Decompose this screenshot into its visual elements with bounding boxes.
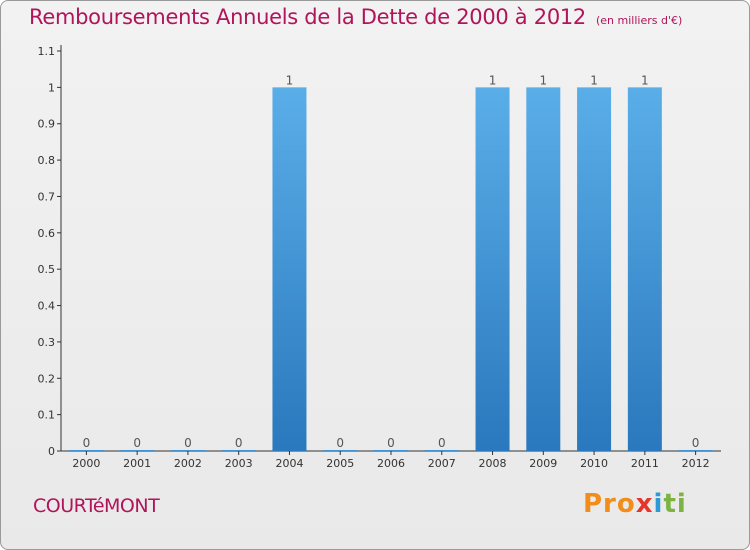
y-tick-label: 0.9 (38, 118, 56, 131)
chart-subtitle: (en milliers d'€) (596, 14, 683, 27)
x-tick-label: 2006 (377, 457, 405, 470)
y-tick-label: 0.2 (38, 372, 56, 385)
data-label-2009: 1 (539, 73, 547, 87)
y-tick-label: 1 (48, 81, 55, 94)
y-tick-label: 0.4 (38, 300, 56, 313)
x-tick-label: 2011 (631, 457, 659, 470)
x-tick-label: 2009 (529, 457, 557, 470)
data-label-2010: 1 (590, 73, 598, 87)
chart-title: Remboursements Annuels de la Dette de 20… (29, 5, 586, 29)
bar-2009 (526, 87, 561, 451)
y-tick-label: 0.3 (38, 336, 56, 349)
data-label-2012: 0 (692, 436, 700, 450)
x-tick-label: 2008 (479, 457, 507, 470)
data-label-2007: 0 (438, 436, 446, 450)
y-tick-label: 0.7 (38, 190, 56, 203)
data-label-2004: 1 (286, 73, 294, 87)
y-tick-label: 0.1 (38, 409, 56, 422)
bar-2003 (221, 450, 256, 451)
data-label-2000: 0 (83, 436, 91, 450)
bar-2007 (424, 450, 459, 451)
bar-2010 (577, 87, 612, 451)
data-label-2008: 1 (489, 73, 497, 87)
data-label-2003: 0 (235, 436, 243, 450)
x-tick-label: 2001 (123, 457, 151, 470)
data-label-2011: 1 (641, 73, 649, 87)
data-label-2002: 0 (184, 436, 192, 450)
y-tick-label: 0 (48, 445, 55, 458)
y-tick-label: 1.1 (38, 45, 56, 58)
bar-2004 (272, 87, 307, 451)
bar-2011 (627, 87, 662, 451)
bar-2008 (475, 87, 510, 451)
x-tick-label: 2005 (326, 457, 354, 470)
data-label-2001: 0 (133, 436, 141, 450)
x-tick-label: 2012 (682, 457, 710, 470)
bar-chart: 0 0.1 0.2 0.3 0.4 0.5 0.6 0.7 0.8 0.9 1 1.1 2000 0 20… (38, 45, 721, 470)
bar-2005 (323, 450, 358, 451)
bar-2002 (170, 450, 205, 451)
bar-2012 (678, 450, 713, 451)
x-tick-label: 2004 (275, 457, 303, 470)
y-tick-label: 0.5 (38, 263, 56, 276)
logo-part-2: x (635, 489, 654, 519)
bar-2001 (120, 450, 155, 451)
x-tick-label: 2000 (72, 457, 100, 470)
x-tick-label: 2007 (428, 457, 456, 470)
x-tick-label: 2010 (580, 457, 608, 470)
y-tick-label: 0.6 (38, 227, 56, 240)
y-tick-label: 0.8 (38, 154, 56, 167)
logo-part-1: Pro (583, 489, 636, 519)
data-label-2005: 0 (336, 436, 344, 450)
chart-title-block: Remboursements Annuels de la Dette de 20… (29, 5, 682, 29)
logo-part-3: i (653, 489, 664, 519)
data-label-2006: 0 (387, 436, 395, 450)
x-tick-label: 2003 (225, 457, 253, 470)
commune-name: COURTéMONT (33, 495, 160, 517)
proxiti-logo[interactable]: Proxiti (583, 489, 687, 519)
logo-part-4: ti (663, 489, 687, 519)
bar-2000 (69, 450, 104, 451)
bar-2006 (374, 450, 408, 451)
x-tick-label: 2002 (174, 457, 202, 470)
